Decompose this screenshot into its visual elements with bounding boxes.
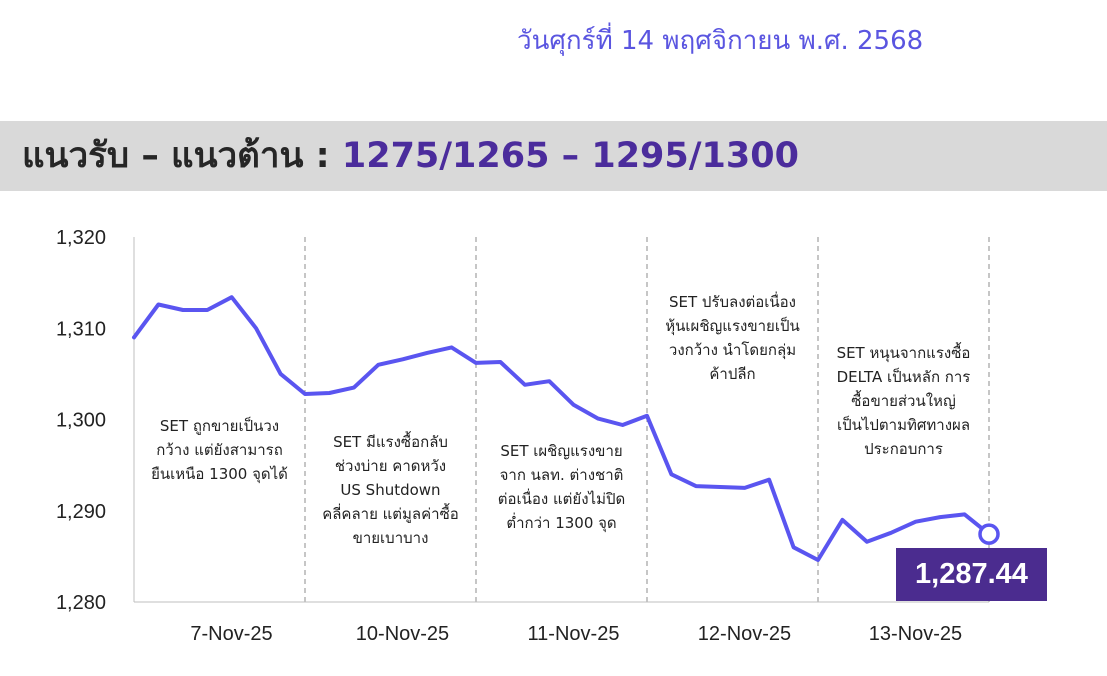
annotation-line: SET หนุนจากแรงซื้อ xyxy=(837,342,971,363)
annotation-line: ซื้อขายส่วนใหญ่ xyxy=(851,390,955,410)
annotation-line: หุ้นเผชิญแรงขายเป็น xyxy=(665,316,799,336)
annotation-line: ขายเบาบาง xyxy=(353,529,429,547)
y-tick-label: 1,310 xyxy=(56,318,106,340)
set-index-series-line xyxy=(132,295,991,562)
day-annotation: SET ปรับลงต่อเนื่องหุ้นเผชิญแรงขายเป็นวง… xyxy=(665,291,799,383)
x-tick-label: 13-Nov-25 xyxy=(869,623,962,645)
x-tick-label: 10-Nov-25 xyxy=(356,623,449,645)
day-annotation: SET หนุนจากแรงซื้อ DELTA เป็นหลัก การซื้อ… xyxy=(837,342,971,458)
day-annotation: SET มีแรงซื้อกลับช่วงบ่าย คาดหวัง US Shut… xyxy=(322,431,459,547)
annotation-line: ต่อเนื่อง แต่ยังไม่ปิด xyxy=(498,488,625,508)
x-tick-label: 7-Nov-25 xyxy=(190,623,272,645)
annotation-line: วงกว้าง นำโดยกลุ่ม xyxy=(669,341,796,360)
x-tick-label: 12-Nov-25 xyxy=(698,623,791,645)
annotation-line: SET ถูกขายเป็นวง xyxy=(160,416,279,435)
support-resistance-levels: 1275/1265 – 1295/1300 xyxy=(341,136,799,176)
annotation-line: ค้าปลีก xyxy=(709,365,755,383)
y-tick-label: 1,290 xyxy=(56,501,106,523)
annotation-line: คลี่คลาย แต่มูลค่าซื้อ xyxy=(322,503,459,523)
x-axis-ticks: 7-Nov-25 10-Nov-25 11-Nov-25 12-Nov-25 13-No… xyxy=(190,623,962,645)
y-tick-label: 1,320 xyxy=(56,227,106,249)
banner-separator: : xyxy=(303,136,342,176)
annotation-line: ประกอบการ xyxy=(864,440,943,458)
x-tick-label: 11-Nov-25 xyxy=(528,623,620,645)
annotation-line: เป็นไปตามทิศทางผล xyxy=(837,415,970,434)
annotation-line: SET มีแรงซื้อกลับ xyxy=(333,431,448,451)
support-resistance-label: แนวรับ – แนวต้าน xyxy=(22,136,304,176)
report-date: วันศุกร์ที่ 14 พฤศจิกายน พ.ศ. 2568 xyxy=(517,26,924,56)
last-point-marker xyxy=(978,523,1000,545)
annotation-line: ต่ำกว่า 1300 จุด xyxy=(506,512,616,533)
y-axis-ticks: 1,280 1,290 1,300 1,310 1,320 xyxy=(56,227,106,614)
annotation-line: จาก นลท. ต่างชาติ xyxy=(500,466,624,484)
annotation-line: SET เผชิญแรงขาย xyxy=(500,442,622,460)
last-value-badge: 1,287.44 xyxy=(896,548,1047,601)
chart-axes xyxy=(133,237,989,603)
support-resistance-text: แนวรับ – แนวต้าน : 1275/1265 – 1295/1300 xyxy=(22,133,799,179)
annotation-line: กว้าง แต่ยังสามารถ xyxy=(156,441,283,459)
y-tick-label: 1,300 xyxy=(56,410,106,432)
annotation-line: US Shutdown xyxy=(340,481,440,499)
annotation-line: DELTA เป็นหลัก การ xyxy=(837,367,971,386)
annotation-line: ยืนเหนือ 1300 จุดได้ xyxy=(151,465,288,484)
annotation-line: SET ปรับลงต่อเนื่อง xyxy=(669,291,796,311)
support-resistance-banner: แนวรับ – แนวต้าน : 1275/1265 – 1295/1300 xyxy=(0,121,1107,191)
annotation-line: ช่วงบ่าย คาดหวัง xyxy=(335,457,446,475)
series-layer xyxy=(132,295,1000,562)
y-tick-label: 1,280 xyxy=(56,592,106,614)
